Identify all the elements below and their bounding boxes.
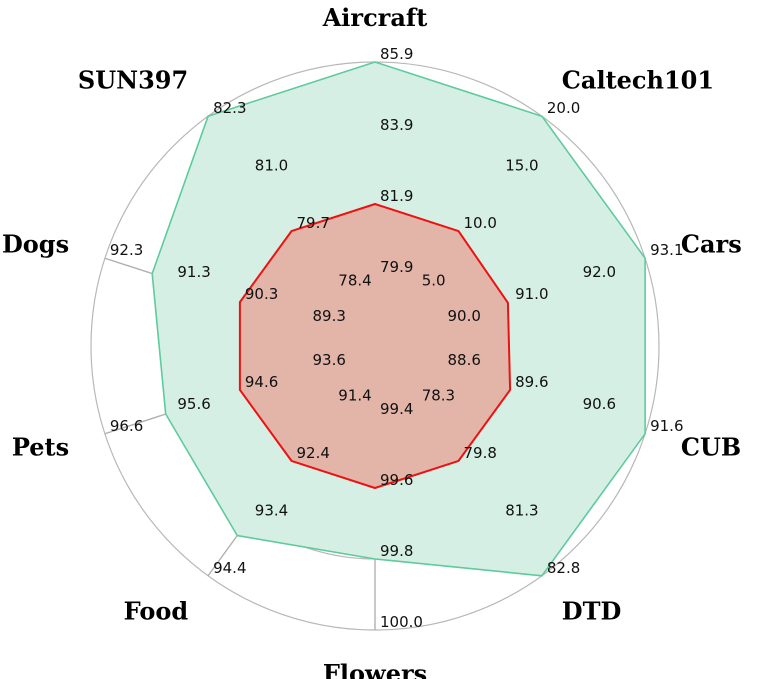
tick-label: 92.0 [583, 263, 616, 281]
tick-label: 20.0 [547, 99, 580, 117]
tick-label: 81.9 [380, 187, 413, 205]
tick-label: 92.4 [297, 444, 330, 462]
tick-label: 91.4 [338, 386, 371, 404]
axis-titles: Aircraft Caltech101 Cars CUB DTD Flowers Food P… [2, 3, 742, 679]
tick-label: 10.0 [464, 214, 497, 232]
tick-label: 94.6 [245, 373, 278, 391]
axis-title-cub: CUB [681, 432, 741, 461]
axis-title-flowers: Flowers [323, 659, 427, 679]
tick-label: 5.0 [422, 272, 446, 290]
axis-title-sun397: SUN397 [78, 66, 188, 95]
tick-label: 99.8 [380, 542, 413, 560]
tick-label: 89.6 [515, 373, 548, 391]
tick-label: 79.7 [297, 214, 330, 232]
tick-label: 82.3 [213, 99, 246, 117]
tick-label: 78.3 [422, 386, 455, 404]
axis-title-food: Food [124, 596, 189, 625]
axis-title-caltech101: Caltech101 [562, 66, 714, 95]
tick-label: 81.3 [505, 501, 538, 519]
tick-label: 88.6 [448, 351, 481, 369]
tick-label: 94.4 [213, 559, 246, 577]
axis-title-dtd: DTD [562, 596, 621, 625]
tick-label: 83.9 [380, 116, 413, 134]
tick-label: 93.6 [313, 351, 346, 369]
tick-label: 91.3 [177, 263, 210, 281]
tick-label: 78.4 [338, 272, 371, 290]
tick-label: 100.0 [380, 613, 423, 631]
tick-label: 81.0 [255, 157, 288, 175]
tick-label: 79.9 [380, 258, 413, 276]
axis-title-cars: Cars [681, 230, 742, 259]
series-layer [151, 61, 646, 577]
axis-title-aircraft: Aircraft [322, 3, 428, 32]
tick-label: 92.3 [110, 241, 143, 259]
axis-title-pets: Pets [12, 432, 69, 461]
tick-label: 95.6 [177, 395, 210, 413]
tick-label: 15.0 [505, 157, 538, 175]
tick-label: 89.3 [313, 307, 346, 325]
tick-label: 99.6 [380, 471, 413, 489]
tick-label: 82.8 [547, 559, 580, 577]
tick-label: 85.9 [380, 45, 413, 63]
tick-label: 93.4 [255, 501, 288, 519]
tick-label: 93.1 [650, 241, 683, 259]
tick-label: 96.6 [110, 417, 143, 435]
tick-label: 91.0 [515, 285, 548, 303]
tick-label: 91.6 [650, 417, 683, 435]
tick-labels: 79.9 81.9 83.9 85.9 5.0 10.0 15.0 20.0 90.0 91.0 9… [110, 45, 684, 631]
tick-label: 90.0 [448, 307, 481, 325]
tick-label: 99.4 [380, 400, 413, 418]
tick-label: 90.3 [245, 285, 278, 303]
tick-label: 79.8 [464, 444, 497, 462]
axis-title-dogs: Dogs [2, 230, 69, 259]
tick-label: 90.6 [583, 395, 616, 413]
